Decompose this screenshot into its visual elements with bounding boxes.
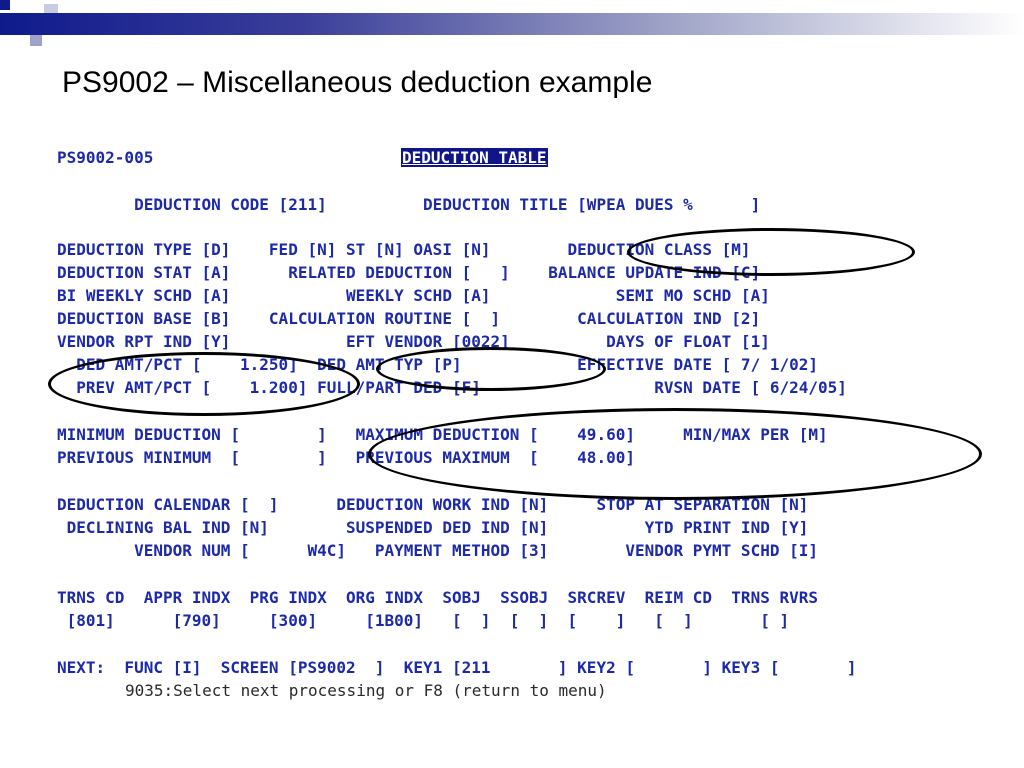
highlight-maximum-deduction [368,408,982,500]
highlight-ded-amt-pct [48,352,360,416]
highlight-deduction-class [627,228,915,276]
line-vendor-rpt-ind: VENDOR RPT IND [Y] EFT VENDOR [0022] DAY… [57,332,770,351]
line-account-values: [801] [790] [300] [1B00] [ ] [ ] [ ] [ ]… [57,611,790,630]
line-bi-weekly-schd: BI WEEKLY SCHD [A] WEEKLY SCHD [A] SEMI … [57,286,770,305]
line-next-command[interactable]: NEXT: FUNC [I] SCREEN [PS9002 ] KEY1 [21… [57,658,857,677]
screen-header: DEDUCTION TABLE [401,148,548,167]
line-vendor-num: VENDOR NUM [ W4C] PAYMENT METHOD [3] VEN… [57,541,818,560]
line-deduction-base: DEDUCTION BASE [B] CALCULATION ROUTINE [… [57,309,761,328]
line-declining-bal: DECLINING BAL IND [N] SUSPENDED DED IND … [57,518,809,537]
corner-square-4 [30,34,42,46]
screen-id: PS9002-005 [57,148,154,167]
slide-title: PS9002 – Miscellaneous deduction example [62,66,653,99]
status-message: 9035:Select next processing or F8 (retur… [125,681,607,700]
highlight-ded-amt-typ [376,347,606,391]
line-account-headers: TRNS CD APPR INDX PRG INDX ORG INDX SOBJ… [57,588,818,607]
title-gradient-bar [0,13,1024,35]
corner-square-1 [0,0,10,10]
line-deduction-code: DEDUCTION CODE [211] DEDUCTION TITLE [WP… [57,195,761,214]
